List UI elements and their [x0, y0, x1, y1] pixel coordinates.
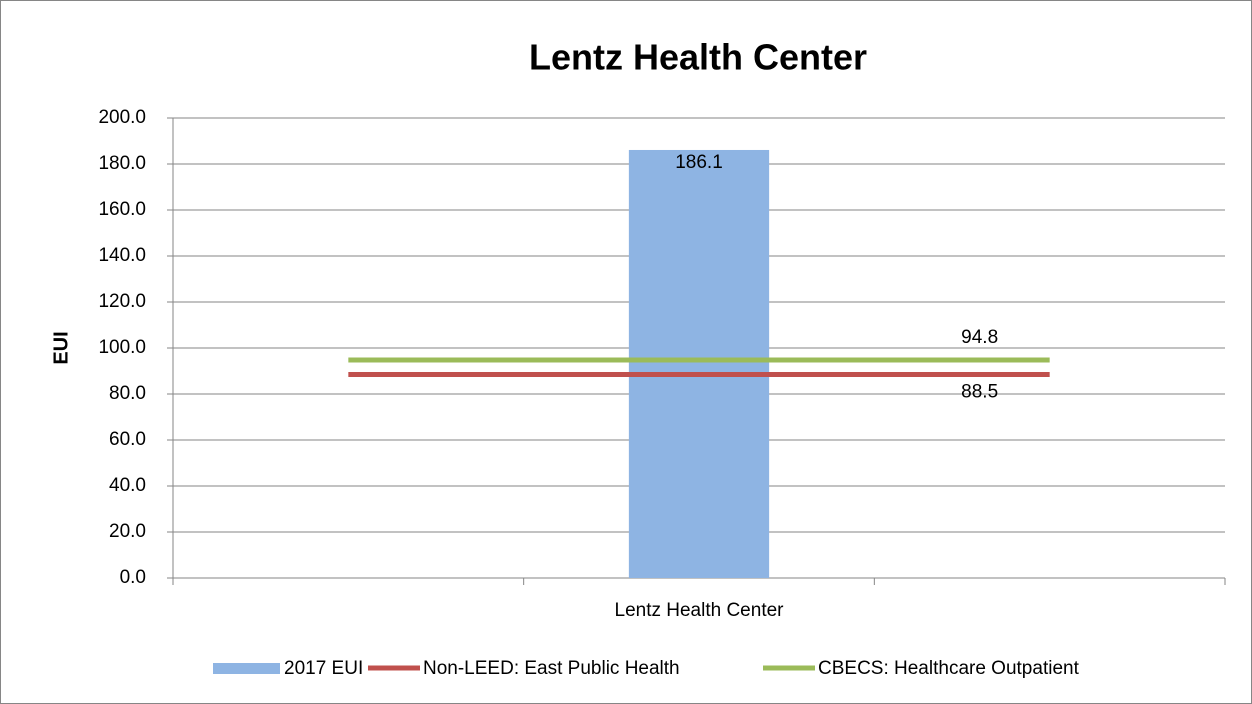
- y-tick-label: 120.0: [98, 291, 146, 312]
- legend-label: Non-LEED: East Public Health: [423, 658, 680, 679]
- y-tick-label: 80.0: [109, 383, 146, 404]
- y-axis-label: EUI: [50, 331, 72, 364]
- data-label: 186.1: [675, 152, 723, 173]
- y-tick-label: 100.0: [98, 337, 146, 358]
- y-tick-label: 140.0: [98, 245, 146, 266]
- y-tick-label: 40.0: [109, 475, 146, 496]
- data-label: 94.8: [961, 327, 998, 348]
- x-tick-label: Lentz Health Center: [615, 600, 785, 621]
- y-tick-label: 60.0: [109, 429, 146, 450]
- y-tick-label: 200.0: [98, 107, 146, 128]
- legend-label: 2017 EUI: [284, 658, 363, 679]
- legend-swatch: [213, 663, 280, 674]
- y-tick-label: 160.0: [98, 199, 146, 220]
- bar: [628, 149, 770, 578]
- y-tick-label: 0.0: [120, 567, 146, 588]
- data-label: 88.5: [961, 381, 998, 402]
- legend-label: CBECS: Healthcare Outpatient: [818, 658, 1080, 679]
- chart-title: Lentz Health Center: [529, 37, 867, 78]
- y-tick-label: 20.0: [109, 521, 146, 542]
- y-tick-label: 180.0: [98, 153, 146, 174]
